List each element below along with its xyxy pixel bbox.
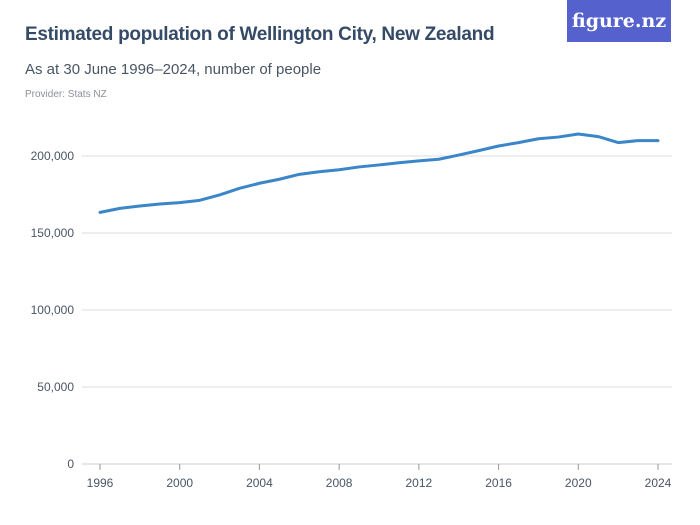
y-tick-label: 100,000 <box>31 303 75 317</box>
y-tick-label: 200,000 <box>31 149 75 163</box>
provider-label: Provider: Stats NZ <box>25 89 107 100</box>
x-tick-label: 2012 <box>406 476 433 490</box>
y-tick-label: 150,000 <box>31 226 75 240</box>
y-tick-label: 0 <box>67 457 74 471</box>
chart-title: Estimated population of Wellington City,… <box>25 24 495 45</box>
x-tick-label: 2000 <box>166 476 193 490</box>
x-tick-label: 2024 <box>645 476 672 490</box>
x-tick-label: 2004 <box>246 476 273 490</box>
x-tick-label: 1996 <box>87 476 114 490</box>
population-line <box>98 132 660 214</box>
x-tick-label: 2016 <box>485 476 512 490</box>
x-tick-label: 2020 <box>565 476 592 490</box>
figure-nz-logo[interactable]: figure.nz <box>567 0 671 42</box>
chart-subtitle: As at 30 June 1996–2024, number of peopl… <box>25 61 322 78</box>
x-tick-label: 2008 <box>326 476 353 490</box>
y-tick-label: 50,000 <box>37 380 74 394</box>
